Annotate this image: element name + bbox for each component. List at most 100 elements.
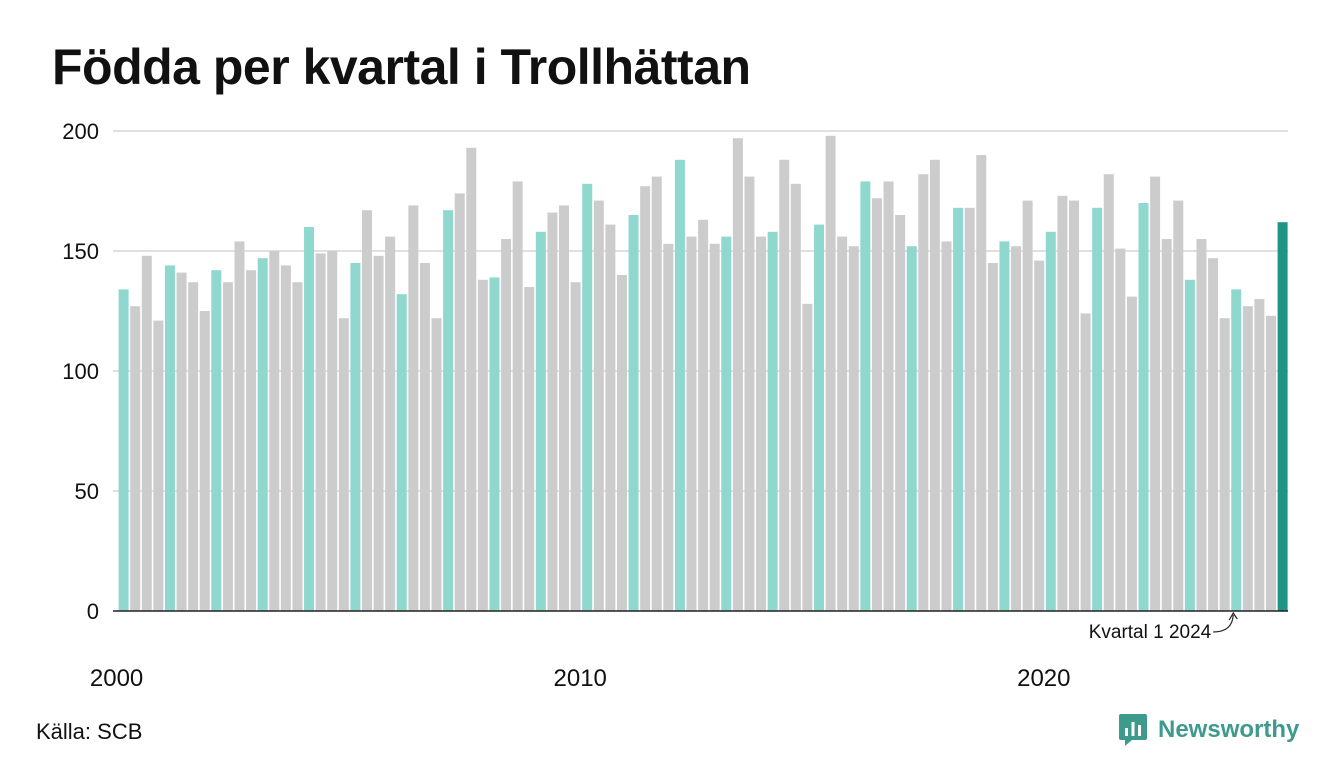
bar — [732, 138, 743, 611]
bar — [767, 231, 778, 612]
bar — [918, 174, 929, 611]
bar — [1045, 231, 1056, 612]
bar — [396, 294, 407, 611]
bar — [779, 159, 790, 612]
chart-bars — [118, 135, 1288, 612]
bar — [686, 236, 697, 611]
bar — [524, 287, 535, 611]
bar — [756, 236, 767, 611]
bar — [929, 159, 940, 612]
bar — [315, 253, 326, 611]
bar — [373, 255, 384, 612]
bar — [1034, 260, 1045, 611]
bar — [1161, 239, 1172, 611]
bar — [1231, 289, 1242, 611]
bar — [1219, 318, 1230, 611]
bar-latest — [1277, 222, 1288, 611]
bar — [512, 181, 523, 611]
bar — [1092, 207, 1103, 612]
bar — [582, 183, 593, 612]
newsworthy-logo-icon — [1119, 714, 1147, 746]
bar — [721, 236, 732, 611]
bar — [1138, 203, 1149, 611]
bar — [269, 251, 280, 611]
bar — [1242, 306, 1253, 611]
bar — [454, 193, 465, 611]
bar — [164, 265, 175, 611]
bar — [1126, 296, 1137, 611]
bar — [327, 251, 338, 611]
bar — [698, 219, 709, 612]
latest-annotation: Kvartal 1 2024 — [1089, 611, 1238, 643]
bar — [188, 282, 199, 611]
chart-title: Födda per kvartal i Trollhättan — [52, 39, 751, 95]
bar — [628, 215, 639, 611]
bar — [257, 258, 268, 611]
bar — [547, 212, 558, 611]
bar — [304, 227, 315, 611]
x-tick-label: 2010 — [554, 665, 607, 692]
bar — [848, 246, 859, 611]
bar — [1150, 176, 1161, 611]
y-tick-label: 200 — [62, 119, 99, 144]
brand-logo: Newsworthy — [1118, 713, 1299, 747]
y-tick-label: 100 — [62, 359, 99, 384]
bar — [211, 270, 222, 611]
bar — [709, 243, 720, 612]
bar — [176, 272, 187, 611]
bar — [883, 181, 894, 611]
bar — [1173, 200, 1184, 611]
bar — [964, 207, 975, 612]
bar — [234, 241, 245, 611]
bar — [802, 303, 813, 611]
bar — [814, 224, 824, 611]
bar — [1254, 299, 1265, 611]
bar — [987, 263, 998, 611]
bar — [663, 243, 674, 612]
bar — [1184, 279, 1195, 611]
bar — [141, 255, 152, 612]
bar — [651, 176, 662, 611]
x-tick-label: 2020 — [1017, 665, 1070, 692]
bar — [199, 311, 210, 611]
bar — [466, 147, 477, 612]
annotation-arrow — [1213, 614, 1234, 633]
bar — [153, 320, 164, 611]
y-axis-ticks: 0 50 100 150 200 — [62, 119, 99, 624]
brand-name: Newsworthy — [1158, 716, 1300, 743]
bar — [477, 279, 488, 611]
bar — [1103, 174, 1114, 611]
bar — [999, 241, 1010, 611]
bar — [790, 183, 801, 612]
bar — [1068, 200, 1079, 611]
y-tick-label: 0 — [87, 599, 99, 624]
annotation-label: Kvartal 1 2024 — [1089, 622, 1212, 643]
bar — [1196, 239, 1207, 611]
bar — [616, 275, 627, 611]
bar — [419, 263, 430, 611]
bar — [640, 186, 651, 611]
bar — [674, 159, 685, 612]
x-axis-ticks: 2000 2010 2020 — [90, 665, 1071, 692]
bar — [408, 205, 419, 611]
y-tick-label: 150 — [62, 239, 99, 264]
bar — [871, 198, 882, 611]
bar — [605, 224, 616, 611]
bar — [1057, 195, 1068, 612]
bar — [860, 181, 871, 611]
bar — [825, 135, 836, 612]
bar — [1115, 248, 1126, 611]
bar — [246, 270, 257, 611]
bar — [953, 207, 964, 612]
bar — [501, 239, 512, 611]
bar — [535, 231, 546, 612]
bar — [1080, 313, 1091, 611]
bar — [1208, 258, 1219, 611]
bar — [361, 210, 372, 611]
bar — [1266, 315, 1277, 611]
bar — [280, 265, 291, 611]
bar — [292, 282, 303, 611]
bar — [837, 236, 848, 611]
bar — [338, 318, 349, 611]
